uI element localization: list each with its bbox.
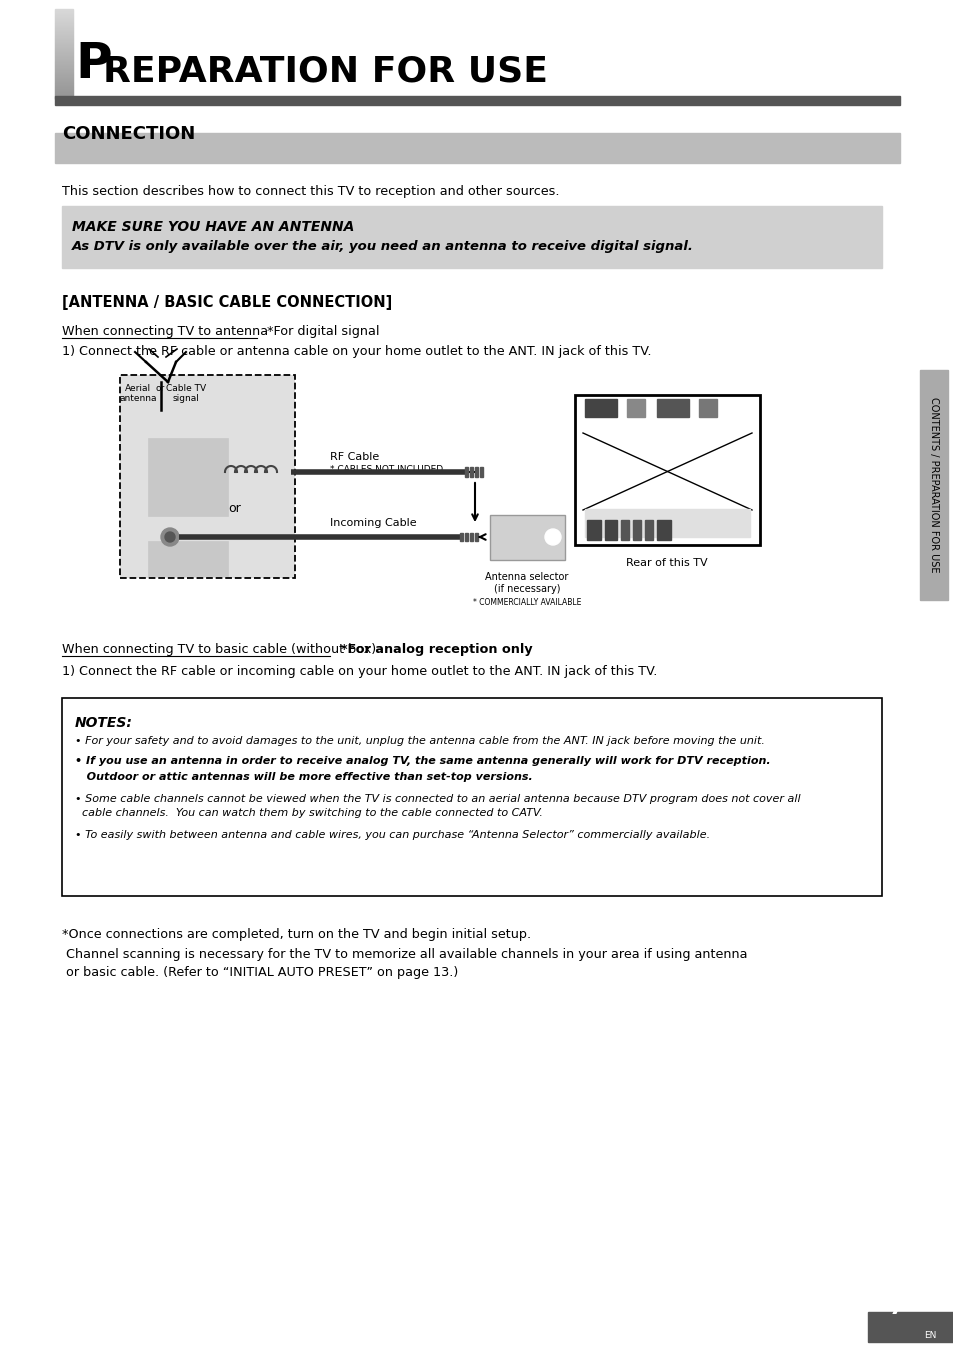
Bar (479, 466, 482, 477)
Text: Cable TV: Cable TV (166, 384, 206, 394)
Text: Outdoor or attic antennas will be more effective than set-top versions.: Outdoor or attic antennas will be more e… (75, 772, 532, 782)
Text: (if necessary): (if necessary) (494, 584, 559, 594)
Bar (62, 206, 882, 268)
Text: [ANTENNA / BASIC CABLE CONNECTION]: [ANTENNA / BASIC CABLE CONNECTION] (62, 295, 392, 310)
Text: *For digital signal: *For digital signal (258, 325, 379, 338)
Bar (475, 532, 477, 541)
Text: Rear of this TV: Rear of this TV (625, 558, 707, 568)
Bar (604, 520, 617, 541)
Text: NOTES:: NOTES: (75, 716, 132, 731)
Bar (919, 369, 947, 600)
Text: As DTV is only available over the air, you need an antenna to receive digital si: As DTV is only available over the air, y… (71, 240, 693, 253)
Text: • To easily swith between antenna and cable wires, you can purchase “Antenna Sel: • To easily swith between antenna and ca… (75, 830, 709, 840)
Text: or: or (229, 501, 241, 515)
Bar (575, 395, 760, 545)
Text: Antenna selector: Antenna selector (485, 572, 568, 582)
Bar (464, 466, 468, 477)
Text: 1) Connect the RF cable or incoming cable on your home outlet to the ANT. IN jac: 1) Connect the RF cable or incoming cabl… (62, 665, 657, 678)
Bar (55, 133, 899, 163)
Bar (626, 399, 644, 417)
Bar (657, 399, 688, 417)
Text: * CABLES NOT INCLUDED: * CABLES NOT INCLUDED (330, 465, 442, 474)
Bar (120, 375, 294, 578)
Text: REPARATION FOR USE: REPARATION FOR USE (103, 54, 547, 88)
Text: * COMMERCIALLY AVAILABLE: * COMMERCIALLY AVAILABLE (473, 599, 580, 607)
Text: or basic cable. (Refer to “INITIAL AUTO PRESET” on page 13.): or basic cable. (Refer to “INITIAL AUTO … (62, 967, 457, 979)
Text: Channel scanning is necessary for the TV to memorize all available channels in y: Channel scanning is necessary for the TV… (62, 948, 747, 961)
Bar (867, 1312, 953, 1343)
Circle shape (161, 528, 179, 546)
Text: 7: 7 (887, 1298, 902, 1318)
Bar (633, 520, 640, 541)
Text: RF Cable: RF Cable (330, 452, 379, 462)
Bar (470, 466, 473, 477)
Text: CONTENTS / PREPARATION FOR USE: CONTENTS / PREPARATION FOR USE (928, 398, 938, 573)
Text: 1) Connect the RF cable or antenna cable on your home outlet to the ANT. IN jack: 1) Connect the RF cable or antenna cable… (62, 345, 651, 359)
Circle shape (165, 532, 174, 542)
Bar (620, 520, 628, 541)
Bar (490, 515, 564, 559)
Bar (657, 520, 670, 541)
Text: cable channels.  You can watch them by switching to the cable connected to CATV.: cable channels. You can watch them by sw… (75, 807, 542, 818)
Text: Aerial: Aerial (125, 384, 151, 394)
Text: *Once connections are completed, turn on the TV and begin initial setup.: *Once connections are completed, turn on… (62, 927, 531, 941)
Bar (584, 399, 617, 417)
Text: • If you use an antenna in order to receive analog TV, the same antenna generall: • If you use an antenna in order to rece… (75, 756, 770, 766)
Bar (699, 399, 717, 417)
Text: *For analog reception only: *For analog reception only (332, 643, 532, 656)
Bar (586, 520, 600, 541)
Text: • Some cable channels cannot be viewed when the TV is connected to an aerial ant: • Some cable channels cannot be viewed w… (75, 794, 800, 803)
Bar (55, 96, 899, 105)
Text: EN: EN (923, 1330, 935, 1340)
Bar (475, 466, 477, 477)
Bar (584, 510, 749, 537)
Text: CONNECTION: CONNECTION (62, 125, 195, 143)
Text: or: or (155, 384, 165, 394)
Bar (644, 520, 652, 541)
Text: MAKE SURE YOU HAVE AN ANTENNA: MAKE SURE YOU HAVE AN ANTENNA (71, 220, 354, 235)
Text: When connecting TV to antenna: When connecting TV to antenna (62, 325, 268, 338)
Text: P: P (75, 40, 112, 88)
Bar (62, 698, 882, 896)
Bar (148, 541, 228, 576)
Text: Incoming Cable: Incoming Cable (330, 518, 416, 528)
Text: antenna: antenna (119, 394, 156, 403)
Bar (464, 532, 468, 541)
Text: When connecting TV to basic cable (without box): When connecting TV to basic cable (witho… (62, 643, 375, 656)
Circle shape (544, 528, 560, 545)
Text: • For your safety and to avoid damages to the unit, unplug the antenna cable fro: • For your safety and to avoid damages t… (75, 736, 764, 745)
Bar (470, 532, 473, 541)
Bar (459, 532, 462, 541)
Text: signal: signal (172, 394, 199, 403)
Bar (148, 438, 228, 516)
Text: This section describes how to connect this TV to reception and other sources.: This section describes how to connect th… (62, 185, 558, 198)
